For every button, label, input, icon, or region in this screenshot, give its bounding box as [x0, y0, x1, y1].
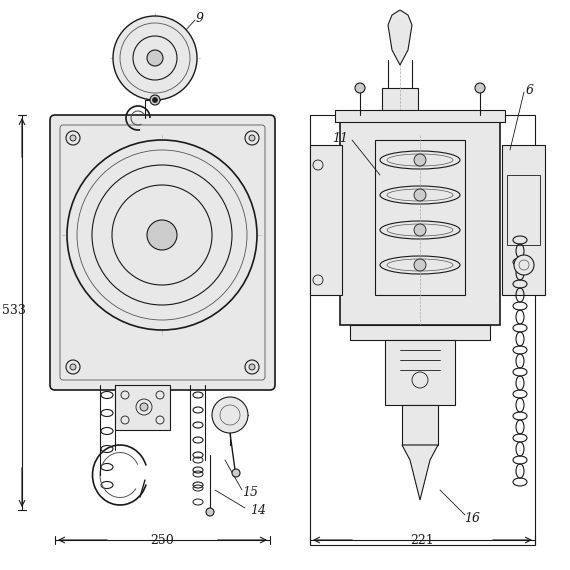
Circle shape [475, 83, 485, 93]
Polygon shape [388, 10, 412, 65]
Text: 15: 15 [242, 486, 258, 499]
Circle shape [414, 259, 426, 271]
Circle shape [70, 135, 76, 141]
Circle shape [113, 16, 197, 100]
Circle shape [355, 83, 365, 93]
Ellipse shape [380, 186, 460, 204]
Text: 14: 14 [250, 503, 266, 516]
Circle shape [514, 255, 534, 275]
Bar [350, 325, 490, 340]
Text: 250: 250 [150, 534, 174, 547]
Circle shape [156, 391, 164, 399]
Bar [502, 145, 545, 295]
Circle shape [212, 397, 248, 433]
Text: 16: 16 [464, 511, 480, 524]
Circle shape [313, 275, 323, 285]
Ellipse shape [380, 151, 460, 169]
Circle shape [156, 416, 164, 424]
Bar [375, 140, 465, 295]
Circle shape [249, 135, 255, 141]
Circle shape [153, 97, 157, 103]
Bar [382, 88, 418, 116]
Circle shape [147, 220, 177, 250]
Text: 221: 221 [410, 534, 434, 547]
Bar [340, 115, 500, 325]
Bar [402, 405, 438, 445]
Circle shape [206, 508, 214, 516]
Ellipse shape [380, 256, 460, 274]
Circle shape [121, 391, 129, 399]
Circle shape [412, 372, 428, 388]
Circle shape [67, 140, 257, 330]
Circle shape [245, 131, 259, 145]
Bar [385, 340, 455, 405]
Circle shape [66, 131, 80, 145]
Text: 6: 6 [526, 83, 534, 96]
Circle shape [414, 189, 426, 201]
Circle shape [245, 360, 259, 374]
Circle shape [66, 360, 80, 374]
Ellipse shape [380, 221, 460, 239]
Bar [310, 115, 535, 545]
Circle shape [121, 416, 129, 424]
Circle shape [249, 364, 255, 370]
Bar [507, 175, 540, 245]
Circle shape [313, 160, 323, 170]
Circle shape [414, 154, 426, 166]
Polygon shape [402, 445, 438, 500]
Circle shape [232, 469, 240, 477]
Text: 533: 533 [2, 303, 26, 316]
Circle shape [150, 95, 160, 105]
Bar [335, 110, 505, 122]
Circle shape [414, 224, 426, 236]
Circle shape [140, 403, 148, 411]
Bar [310, 145, 342, 295]
Circle shape [70, 364, 76, 370]
Text: 11: 11 [332, 132, 348, 145]
Text: 9: 9 [196, 11, 204, 25]
Bar [115, 385, 170, 430]
FancyBboxPatch shape [50, 115, 275, 390]
Circle shape [136, 399, 152, 415]
Circle shape [147, 50, 163, 66]
